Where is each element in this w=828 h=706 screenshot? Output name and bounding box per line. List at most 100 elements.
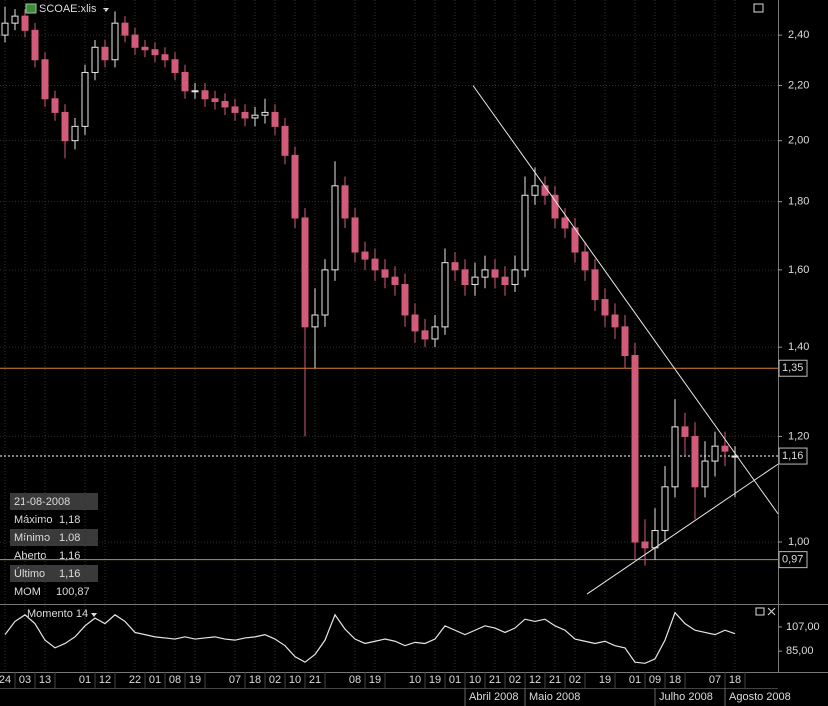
candle-body (181, 71, 189, 92)
candle-body (141, 46, 149, 51)
candle-body (701, 460, 709, 488)
candle-body (81, 71, 89, 127)
month-label: Abril 2008 (469, 691, 519, 703)
candle-body (521, 194, 529, 271)
info-value: 1,08 (59, 532, 80, 544)
candle-body (441, 262, 449, 328)
candle-body (71, 125, 79, 142)
y-tick-label: 1,60 (788, 264, 809, 276)
candle-body (241, 111, 249, 119)
candle-body (191, 90, 199, 93)
y-tick-label: 2,40 (788, 29, 809, 41)
y-tick-label: 107,00 (786, 621, 820, 633)
candle-body (221, 100, 229, 108)
candle-body (311, 314, 319, 328)
candle-body (511, 269, 519, 286)
month-label: Julho 2008 (659, 691, 713, 703)
x-tick-label: 09 (649, 674, 661, 686)
maximize-button[interactable] (753, 3, 764, 13)
candle-body (251, 114, 259, 119)
candle-body (551, 194, 559, 219)
x-tick-label: 07 (709, 674, 721, 686)
candle-body (371, 258, 379, 271)
candle-body (11, 15, 19, 24)
price-marker-label: 1,16 (782, 450, 803, 462)
x-tick-label: 13 (39, 674, 51, 686)
x-tick-label: 24 (0, 674, 11, 686)
indicator-title[interactable]: Momento 14 (27, 608, 88, 620)
candle-body (61, 111, 69, 142)
month-label: Maio 2008 (529, 691, 580, 703)
y-tick-label: 2,00 (788, 135, 809, 147)
x-tick-label: 21 (549, 674, 561, 686)
candle-body (21, 15, 29, 31)
candle-body (461, 269, 469, 286)
candle-body (421, 330, 429, 340)
candle-body (151, 49, 159, 56)
x-tick-label: 19 (429, 674, 441, 686)
price-panel: 24 03 13 01 12 22 01 08 19 07 18 02 10 21 08 19 10 19 01 10… (0, 0, 809, 706)
x-tick-label: 10 (409, 674, 421, 686)
candle-body (491, 269, 499, 278)
info-row-bg (10, 493, 98, 510)
info-value: 1,18 (59, 514, 80, 526)
candle-body (391, 276, 399, 286)
candle-body (611, 314, 619, 328)
candle-body (121, 22, 129, 36)
candle-body (211, 98, 219, 102)
price-marker-label: 0,97 (782, 554, 803, 566)
y-tick-label: 85,00 (786, 645, 814, 657)
candle-body (331, 185, 339, 271)
candle-body (631, 355, 639, 543)
x-tick-label: 03 (19, 674, 31, 686)
candle-body (341, 185, 349, 219)
x-tick-label: 12 (99, 674, 111, 686)
x-tick-label: 10 (469, 674, 481, 686)
candle-body (111, 22, 119, 61)
candle-body (481, 269, 489, 278)
candle-body (171, 59, 179, 73)
candle-body (201, 90, 209, 100)
x-tick-label: 01 (629, 674, 641, 686)
candle-body (281, 125, 289, 156)
x-tick-label: 18 (669, 674, 681, 686)
x-tick-label: 02 (269, 674, 281, 686)
candle-body (361, 251, 369, 260)
dropdown-arrow[interactable] (91, 613, 97, 617)
candle-body (711, 445, 719, 462)
y-tick-label: 1,20 (788, 430, 809, 442)
candle-body (581, 251, 589, 271)
info-value: 1,16 (59, 568, 80, 580)
candle-body (731, 455, 739, 458)
candle-body (661, 486, 669, 532)
chart-title[interactable]: SCOAE:xlis (39, 3, 97, 15)
x-tick-label: 08 (349, 674, 361, 686)
x-tick-label: 18 (729, 674, 741, 686)
info-date: 21-08-2008 (14, 496, 70, 508)
x-tick-label: 12 (529, 674, 541, 686)
candle-body (31, 29, 39, 61)
candle-body (501, 276, 509, 286)
maximize-button[interactable] (755, 607, 765, 616)
momentum-line (4, 611, 736, 664)
candle-body (431, 326, 439, 340)
candle-body (261, 111, 269, 116)
candle-body (301, 217, 309, 328)
candle-body (531, 185, 539, 196)
candle-body (381, 269, 389, 278)
candle-body (231, 106, 239, 113)
candle-body (671, 426, 679, 488)
close-button[interactable] (767, 607, 776, 616)
y-tick-label: 2,20 (788, 79, 809, 91)
info-label: Mínimo (14, 532, 50, 544)
candle-body (681, 426, 689, 437)
candle-body (561, 217, 569, 229)
info-panel: 21-08-2008 Máximo 1,18 Mínimo 1,08 Aberto 1,16… (10, 493, 98, 598)
info-label: Aberto (14, 550, 46, 562)
candle-body (321, 269, 329, 316)
candle-body (411, 314, 419, 332)
x-tick-label: 19 (369, 674, 381, 686)
y-tick-label: 1,40 (788, 341, 809, 353)
